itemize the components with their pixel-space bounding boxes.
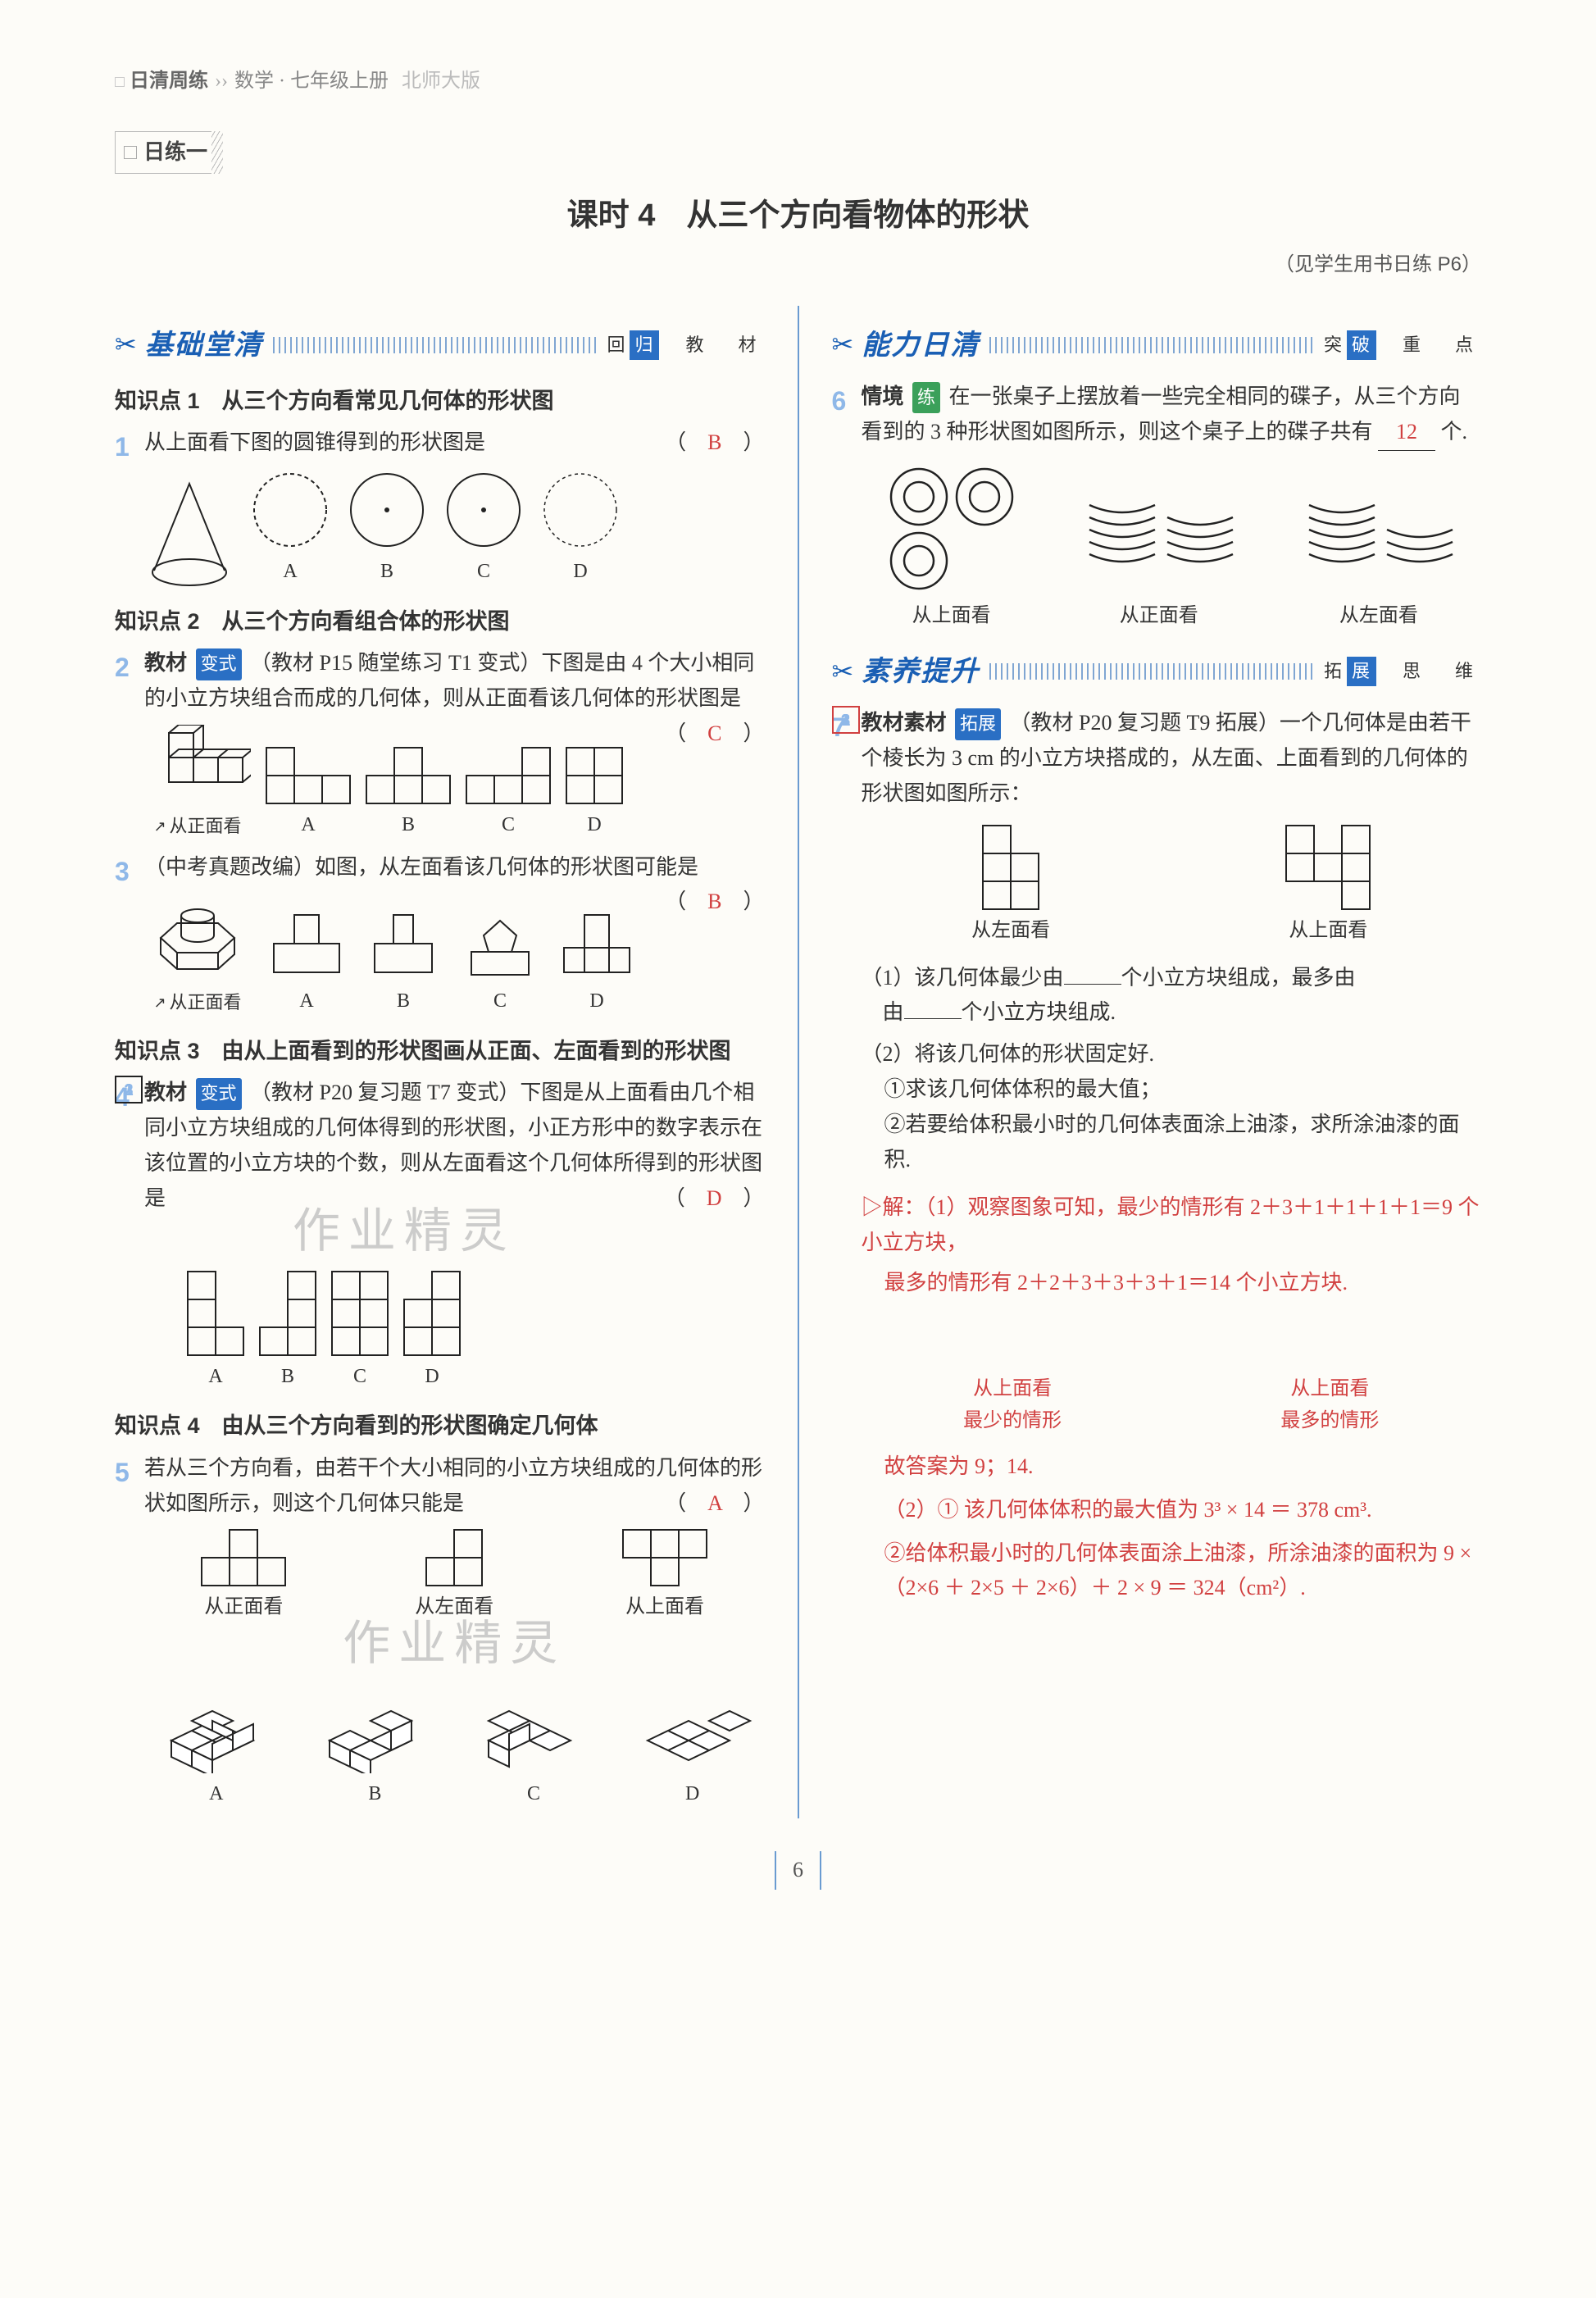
knowledge-point-3: 知识点 3 由从上面看到的形状图画从正面、左面看到的形状图	[115, 1033, 765, 1070]
question-2: 2 教材 变式 （教材 P15 随堂练习 T1 变式）下图是由 4 个大小相同的…	[115, 646, 765, 841]
knowledge-point-2: 知识点 2 从三个方向看组合体的形状图	[115, 603, 765, 640]
q4-figures: 32 1 A B C D	[144, 1271, 765, 1394]
daily-practice-tag: 日练一	[115, 131, 223, 175]
section-ability-header: ✂ 能力日清 突破 重 点	[832, 322, 1482, 368]
cube-iso-b-icon	[313, 1683, 436, 1773]
cube-iso-c-icon	[472, 1683, 595, 1773]
watermark: 作业精灵	[144, 1192, 765, 1271]
edition: 北师大版	[402, 66, 480, 98]
cube-iso-d-icon	[631, 1683, 754, 1773]
scissors-icon: ✂	[832, 650, 854, 694]
page-reference: （见学生用书日练 P6）	[115, 248, 1481, 281]
lesson-title: 课时 4 从三个方向看物体的形状	[115, 190, 1481, 242]
subject: 数学 · 七年级上册	[234, 66, 389, 98]
cube-assembly-icon	[144, 725, 251, 807]
question-4: 4 教材 变式 （教材 P20 复习题 T7 变式）下图是从上面看由几个相同小立…	[115, 1076, 765, 1393]
q2-figures: ↗从正面看 A B C D	[144, 725, 665, 841]
page-header: 日清周练 ›› 数学 · 七年级上册 北师大版	[115, 66, 1481, 98]
q6-blank: 12	[1378, 415, 1435, 451]
question-5: 5 若从三个方向看，由若干个大小相同的小立方块组成的几何体的形状如图所示，则这个…	[115, 1451, 765, 1811]
watermark-2: 作业精灵	[144, 1604, 765, 1683]
series-name: 日清周练	[130, 66, 208, 98]
column-divider	[798, 306, 799, 1819]
scissors-icon: ✂	[832, 323, 854, 366]
q6-figures: 从上面看 从正面看	[862, 464, 1482, 633]
variant-badge: 变式	[196, 648, 242, 680]
question-6: 6 情境 练 在一张桌子上摆放着一些完全相同的碟子，从三个方向看到的 3 种形状…	[832, 380, 1482, 632]
q1-figures: A B C D	[144, 469, 765, 589]
right-column: ✂ 能力日清 突破 重 点 6 情境 练 在一张桌子上摆放着一些完全相同的碟子，…	[832, 306, 1482, 1819]
left-column: ✂ 基础堂清 回归 教 材 知识点 1 从三个方向看常见几何体的形状图 1 从上…	[115, 306, 765, 1819]
q1-number: 1	[115, 425, 130, 469]
q5-options: A B C D	[144, 1683, 765, 1811]
question-3: 3 （中考真题改编）如图，从左面看该几何体的形状图可能是 （ B ） ↗从正面看	[115, 850, 765, 1018]
cone-icon	[144, 474, 234, 589]
knowledge-point-1: 知识点 1 从三个方向看常见几何体的形状图	[115, 383, 765, 420]
solution-block: ▷解：（1）观察图象可知，最少的情形有 2＋3＋1＋1＋1＋1＝9 个小立方块，…	[862, 1190, 1482, 1606]
section-basic-header: ✂ 基础堂清 回归 教 材	[115, 322, 765, 368]
question-1: 1 从上面看下图的圆锥得到的形状图是 （ B ） A	[115, 425, 765, 588]
practice-badge: 练	[912, 382, 940, 413]
q7-part1: （1）该几何体最少由个小立方块组成，最多由 由个小立方块组成.	[862, 961, 1482, 1031]
plates-front-icon	[1077, 464, 1241, 595]
scissors-icon: ✂	[115, 323, 137, 366]
cube-iso-a-icon	[155, 1683, 278, 1773]
page-number: 6	[115, 1851, 1481, 1890]
plates-top-icon	[882, 464, 1021, 595]
plates-left-icon	[1297, 464, 1461, 595]
q7-views: 从左面看 从上面看	[862, 825, 1482, 948]
hex-cylinder-icon	[144, 893, 251, 983]
knowledge-point-4: 知识点 4 由从三个方向看到的形状图确定几何体	[115, 1408, 765, 1445]
question-7: 7 教材素材 拓展 （教材 P20 复习题 T9 拓展）一个几何体是由若干个棱长…	[832, 706, 1482, 1606]
q3-figures: ↗从正面看 A B C D	[144, 893, 665, 1017]
q7-part2: （2）将该几何体的形状固定好.	[862, 1037, 1482, 1072]
section-extend-header: ✂ 素养提升 拓展 思 维	[832, 648, 1482, 694]
section-basic-tag: 回归 教 材	[607, 330, 764, 360]
q1-answer: （ B ）	[665, 425, 764, 461]
